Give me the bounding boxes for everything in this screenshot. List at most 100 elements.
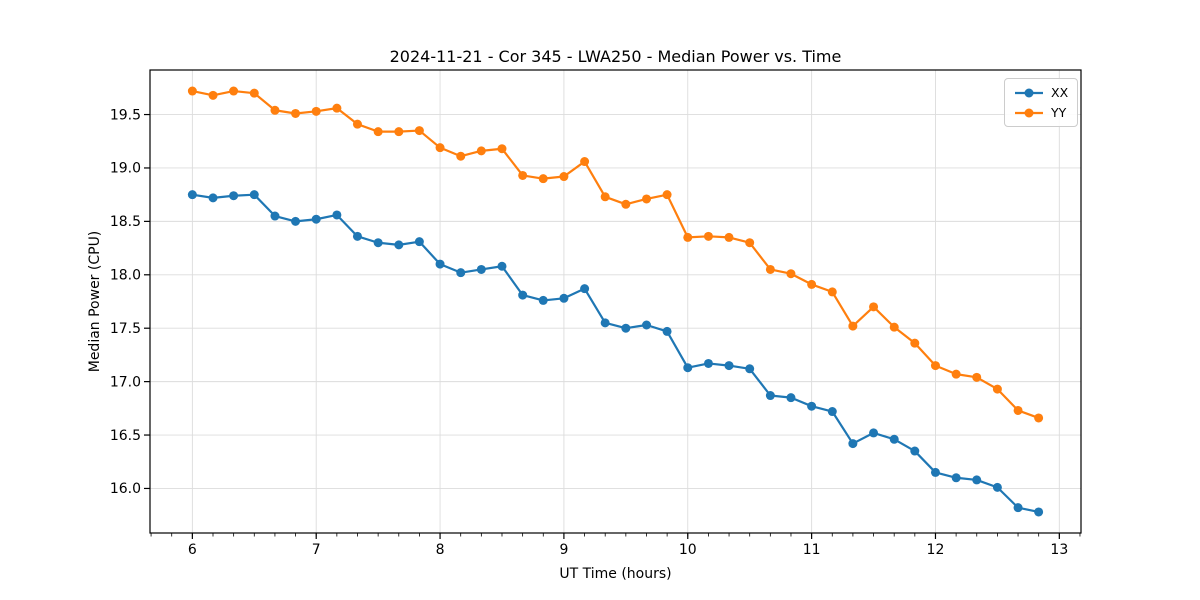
series-YY-marker (208, 90, 218, 100)
series-YY-marker (414, 126, 424, 136)
series-XX-marker (889, 434, 899, 444)
series-XX-marker (662, 326, 672, 336)
x-tick-label: 7 (312, 542, 321, 558)
series-XX-marker (642, 320, 652, 330)
x-tick-label: 13 (1050, 542, 1068, 558)
series-XX-marker (703, 358, 713, 368)
series-XX-marker (538, 295, 548, 305)
series-XX-marker (187, 190, 197, 200)
series-YY-marker (291, 108, 301, 118)
series-XX-marker (992, 482, 1002, 492)
series-YY-marker (435, 143, 445, 153)
series-YY-marker (600, 192, 610, 202)
series-YY-marker (249, 88, 259, 98)
series-XX-marker (332, 210, 342, 220)
series-XX-marker (559, 293, 569, 303)
series-XX-marker (518, 290, 528, 300)
x-tick-label: 11 (803, 542, 821, 558)
y-tick-label: 19.5 (110, 107, 141, 123)
series-YY-marker (311, 106, 321, 116)
series-XX-marker (848, 439, 858, 449)
series-YY-marker (1034, 413, 1044, 423)
series-YY-marker (229, 86, 239, 96)
series-XX-marker (456, 268, 466, 278)
series-XX-marker (497, 261, 507, 271)
legend: XX YY (1004, 78, 1079, 127)
legend-item-xx: XX (1014, 84, 1068, 101)
legend-label-yy: YY (1051, 104, 1067, 120)
series-XX-marker (352, 231, 362, 241)
series-YY-marker (559, 172, 569, 182)
x-tick-label: 8 (436, 542, 445, 558)
series-YY-marker (497, 144, 507, 154)
series-XX-marker (683, 363, 693, 373)
series-XX-marker (311, 214, 321, 224)
series-YY-marker (930, 361, 940, 371)
series-XX-marker (249, 190, 259, 200)
series-XX-marker (869, 428, 879, 438)
y-tick-label: 16.5 (110, 428, 141, 444)
series-XX-marker (621, 323, 631, 333)
y-tick-label: 19.0 (110, 161, 141, 177)
series-YY-marker (1013, 405, 1023, 415)
series-YY-marker (992, 384, 1002, 394)
plot-frame-layer (149, 69, 1082, 534)
series-YY (187, 86, 1044, 423)
y-tick-label: 18.0 (110, 268, 141, 284)
series-YY-marker (456, 151, 466, 161)
series-YY-marker (621, 199, 631, 209)
plot-border (149, 69, 1082, 534)
series-XX-line (191, 193, 1040, 514)
series-XX-marker (373, 238, 383, 248)
series-XX-marker (765, 391, 775, 401)
series-XX-marker (394, 240, 404, 250)
series-XX-marker (414, 237, 424, 247)
series-XX-marker (786, 393, 796, 403)
series-YY-marker (951, 369, 961, 379)
series-YY-marker (538, 174, 548, 184)
series-XX-marker (435, 259, 445, 269)
series-YY-marker (642, 194, 652, 204)
series-XX-marker (476, 264, 486, 274)
series-YY-marker (869, 302, 879, 312)
series-XX-marker (827, 407, 837, 417)
x-tick-label: 10 (679, 542, 697, 558)
series-YY-marker (187, 86, 197, 96)
legend-label-xx: XX (1051, 84, 1069, 100)
series-XX-marker (208, 193, 218, 203)
series-YY-line (191, 89, 1040, 420)
series-XX-marker (600, 318, 610, 328)
series-YY-marker (373, 127, 383, 137)
ticks-layer (144, 113, 1081, 539)
series-YY-marker (476, 146, 486, 156)
series-XX-marker (1034, 507, 1044, 517)
series-YY-marker (910, 338, 920, 348)
y-tick-label: 16.0 (110, 481, 141, 497)
tick-labels-layer: 6 7 8 9 10 11 12 13 16.0 16.5 17.0 17.5 18.0 18.5 19.0… (110, 107, 1068, 558)
legend-item-yy: YY (1014, 104, 1068, 121)
series-XX-marker (270, 211, 280, 221)
series-XX-marker (910, 446, 920, 456)
chart-title: 2024-11-21 - Cor 345 - LWA250 - Median P… (390, 47, 842, 66)
series-XX-marker (930, 467, 940, 477)
series-YY-marker (807, 279, 817, 289)
y-tick-label: 18.5 (110, 214, 141, 230)
series-YY-marker (724, 232, 734, 242)
y-tick-label: 17.5 (110, 321, 141, 337)
series-XX-marker (580, 284, 590, 294)
series-YY-marker (394, 127, 404, 137)
series-XX-marker (951, 473, 961, 483)
series-XX-marker (229, 191, 239, 201)
series-YY-marker (332, 103, 342, 113)
gridlines-layer (150, 70, 1081, 533)
series-YY-marker (683, 232, 693, 242)
series-YY-marker (745, 238, 755, 248)
series-YY-marker (889, 322, 899, 332)
series-XX-marker (724, 361, 734, 371)
series-YY-marker (270, 105, 280, 115)
series-YY-marker (972, 372, 982, 382)
series-YY-marker (827, 287, 837, 297)
series-YY-marker (518, 170, 528, 180)
